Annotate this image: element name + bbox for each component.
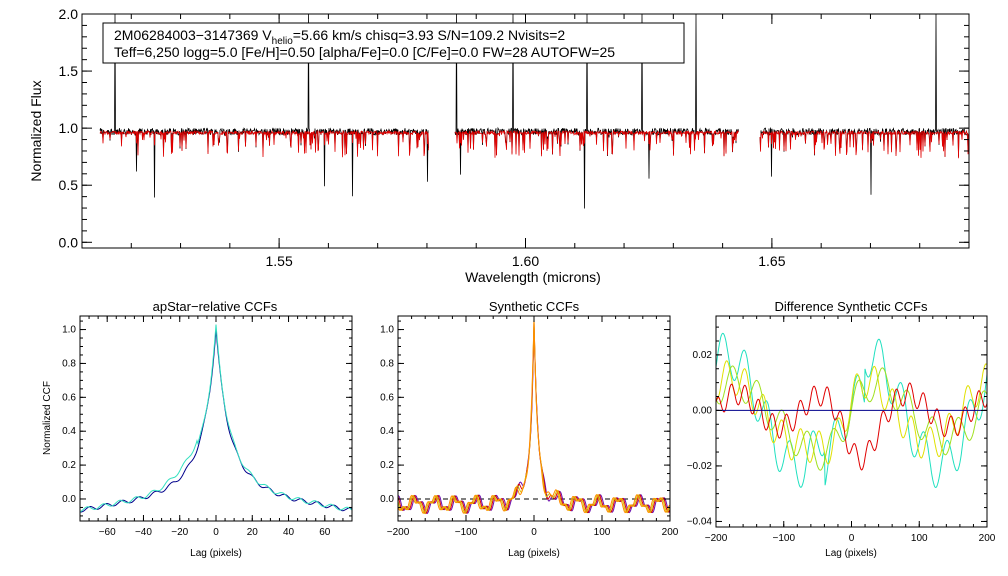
y-tick-label: 1.0: [380, 325, 394, 336]
x-tick-label: 1.60: [512, 253, 539, 269]
apstar-ccf-frame: [79, 315, 353, 522]
annotation-line-2: Teff=6,250 logg=5.0 [Fe/H]=0.50 [alpha/F…: [114, 44, 615, 60]
y-tick-label: 0.6: [380, 392, 394, 403]
x-tick-label: 1.55: [265, 253, 292, 269]
y-tick-label: 0.00: [693, 405, 713, 416]
y-tick-label: 0.0: [59, 234, 79, 250]
y-tick-label: 0.4: [62, 426, 76, 437]
apstar-ccf-y-label: Normalized CCF: [42, 381, 53, 455]
synthetic-ccf-series: [397, 326, 671, 515]
synthetic-spectrum-segment: [454, 129, 739, 158]
spectrum-ticks: 1.55 1.60 1.65 0.0 0.5 1.0 1.5 2.0: [59, 6, 970, 269]
x-tick-label: −20: [171, 527, 188, 538]
x-tick-label: 0: [849, 533, 855, 544]
spectrum-x-label: Wavelength (microns): [465, 269, 601, 285]
synthetic-ccf-panel: Synthetic CCFs −200 −100 0 100 200 0.0 0.2 0.4 0…: [380, 299, 679, 559]
x-tick-label: −200: [705, 533, 728, 544]
synthetic-ccf-series: [397, 320, 671, 514]
spectrum-frame: [81, 13, 970, 249]
apstar-ccf-lines: [79, 324, 353, 513]
spectrum-y-label: Normalized Flux: [28, 80, 44, 181]
x-tick-label: 60: [319, 527, 331, 538]
x-tick-label: −100: [772, 533, 795, 544]
synthetic-spectrum-segment: [99, 129, 429, 158]
x-tick-label: 200: [979, 533, 996, 544]
difference-ccf-lines: [715, 332, 988, 489]
y-tick-label: 0.2: [62, 460, 76, 471]
apstar-ccf-title: apStar−relative CCFs: [153, 299, 278, 314]
y-tick-label: 0.8: [62, 358, 76, 369]
observed-spectrum-segment: [99, 13, 429, 198]
y-tick-label: 2.0: [59, 6, 79, 22]
y-tick-label: 0.0: [380, 494, 394, 505]
spectrum-panel: 1.55 1.60 1.65 0.0 0.5 1.0 1.5 2.0 2M06284003−3…: [28, 6, 970, 285]
y-tick-label: 1.5: [59, 63, 79, 79]
apstar-ccf-ticks: −60 −40 −20 0 20 40 60 0.0 0.2 0.4 0.6 0.8 1.0: [62, 316, 353, 538]
y-tick-label: 0.8: [380, 358, 394, 369]
y-tick-label: −0.04: [687, 516, 713, 527]
x-tick-label: 1.65: [758, 253, 785, 269]
y-tick-label: 0.5: [59, 177, 79, 193]
x-tick-label: −60: [99, 527, 116, 538]
x-tick-label: −40: [135, 527, 152, 538]
y-tick-label: 0.2: [380, 460, 394, 471]
x-tick-label: 20: [247, 527, 259, 538]
difference-ccf-series: [715, 365, 988, 471]
x-tick-label: 40: [283, 527, 295, 538]
synthetic-ccf-frame: [397, 315, 671, 522]
apstar-ccf-panel: apStar−relative CCFs −60 −40 −20 0 20 40 60 0.0…: [42, 299, 353, 559]
y-tick-label: 0.0: [62, 494, 76, 505]
synthetic-ccf-title: Synthetic CCFs: [489, 299, 580, 314]
synthetic-ccf-series: [397, 320, 671, 515]
synthetic-ccf-lines: [397, 318, 671, 515]
x-tick-label: 0: [213, 527, 219, 538]
observed-spectrum-segment: [759, 13, 969, 195]
x-tick-label: 100: [911, 533, 928, 544]
synthetic-ccf-x-label: Lag (pixels): [508, 548, 560, 559]
difference-ccf-x-label: Lag (pixels): [825, 548, 877, 559]
annotation-box: [102, 22, 685, 64]
apstar-ccf-series: [79, 324, 353, 513]
y-tick-label: 1.0: [59, 120, 79, 136]
y-tick-label: 0.02: [693, 350, 713, 361]
y-tick-label: −0.02: [687, 461, 713, 472]
synthetic-spectrum-segment: [759, 129, 969, 159]
difference-ccf-series: [715, 382, 988, 471]
y-tick-label: 0.6: [62, 392, 76, 403]
x-tick-label: 200: [662, 527, 679, 538]
apstar-ccf-x-label: Lag (pixels): [190, 548, 242, 559]
difference-ccf-series: [715, 332, 988, 489]
difference-ccf-title: Difference Synthetic CCFs: [775, 299, 928, 314]
x-tick-label: −100: [455, 527, 478, 538]
annotation-line-1: 2M06284003−3147369 Vhelio=5.66 km/s chis…: [114, 27, 565, 47]
synthetic-spectrum-line: [99, 129, 969, 159]
x-tick-label: 100: [594, 527, 611, 538]
x-tick-label: 0: [531, 527, 537, 538]
difference-ccf-frame: [715, 315, 988, 528]
y-tick-label: 1.0: [62, 325, 76, 336]
x-tick-label: −200: [387, 527, 410, 538]
y-tick-label: 0.4: [380, 426, 394, 437]
difference-ccf-panel: Difference Synthetic CCFs −200 −100 0 100 20…: [687, 299, 996, 559]
apstar-ccf-series: [79, 329, 353, 513]
